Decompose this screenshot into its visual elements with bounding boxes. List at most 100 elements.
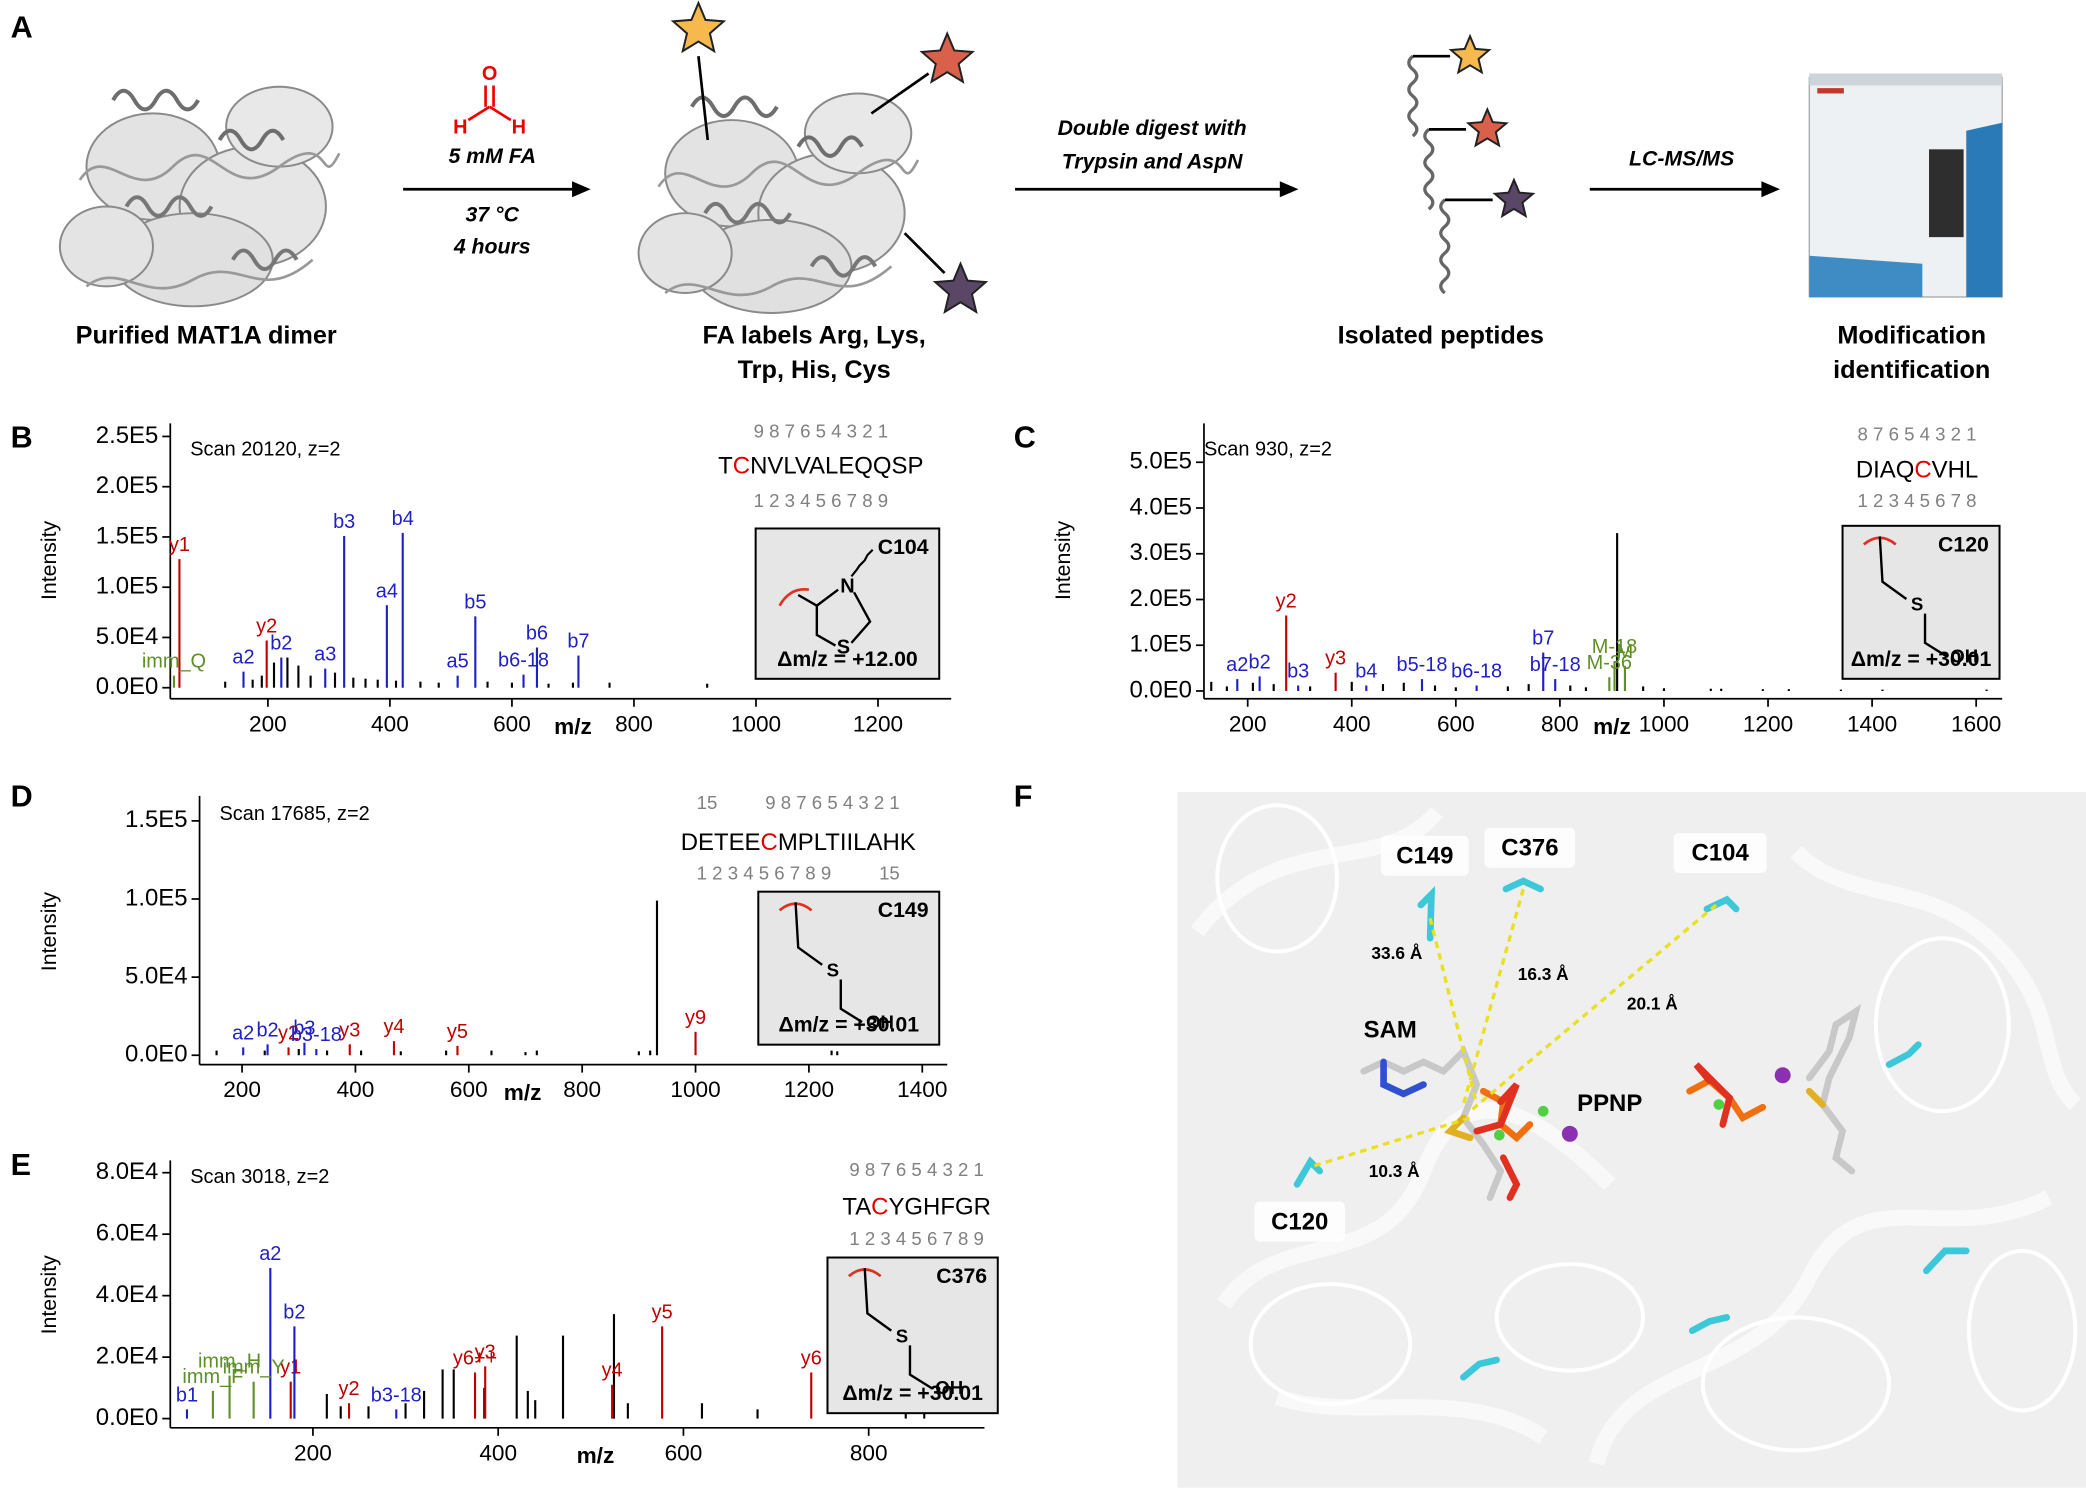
atom: H [453, 116, 467, 138]
cys-stick [1688, 1314, 1731, 1335]
x-axis-title: m/z [504, 1080, 542, 1105]
x-axis-title: m/z [577, 1443, 615, 1468]
mass-shift: Δm/z = +12.00 [777, 647, 918, 671]
panel-f: C149 C376 C104 C120 SAM PPNP 33.6 Å 16.3… [1177, 791, 2086, 1488]
inset-box [757, 890, 941, 1046]
sequence-part: T [718, 453, 733, 480]
ion [1774, 1067, 1791, 1084]
sequence-part: C [871, 1194, 888, 1221]
label-box [1673, 833, 1767, 874]
arrow-label: 37 °C [466, 202, 520, 226]
number-group: 1 2 3 4 5 6 7 8 9 [697, 862, 832, 883]
instrument-base [1809, 255, 1923, 297]
site-label: C120 [1938, 532, 1989, 556]
x-tick-label: 600 [665, 1440, 703, 1465]
x-tick-label: 400 [479, 1440, 517, 1465]
step-caption: identification [1833, 356, 1990, 384]
peak-label: a2 [232, 647, 254, 669]
x-tick-label: 1400 [1847, 711, 1897, 736]
peak-label: imm_Y [223, 1357, 285, 1379]
cartoon-strand [1790, 845, 2082, 1111]
peak-label: a5 [447, 651, 469, 673]
sam-stick [1443, 1114, 1474, 1142]
cartoon-strand [1588, 1190, 2053, 1466]
x-tick-label: 1200 [1743, 711, 1793, 736]
sequence-part: MPLTIILAHK [778, 829, 916, 856]
sequence-part: YGHFGR [888, 1194, 990, 1221]
peak-label: b6 [526, 622, 548, 644]
label-box [1380, 835, 1469, 876]
helix [1215, 803, 1340, 954]
arrow-label: 5 mM FA [449, 144, 536, 168]
peak-label: b3-18 [291, 1024, 342, 1046]
site-label: C104 [878, 535, 929, 559]
helices [1215, 803, 2078, 1453]
peak-label: a2 [232, 1022, 254, 1044]
y-tick-label: 0.0E0 [96, 1404, 159, 1431]
wavy-bond [850, 549, 874, 578]
bond [794, 902, 823, 966]
peak-label: y2 [339, 1378, 360, 1400]
peptide-sequence: TCNVLVALEQQSP [718, 453, 923, 480]
peak-label: y1 [169, 534, 190, 556]
peak-label: imm_Q [142, 651, 206, 673]
sequence-part: VHL [1932, 457, 1979, 484]
cys-stick [1293, 1156, 1324, 1188]
cartoon [1190, 806, 2082, 1466]
x-tick-label: 1000 [670, 1077, 720, 1102]
sequence-part: TA [842, 1194, 871, 1221]
peak-label: b2 [270, 633, 292, 655]
x-tick-label: 1400 [897, 1077, 947, 1102]
peak-label: y9 [685, 1007, 706, 1029]
bond [839, 979, 863, 1024]
y-tick-label: 5.0E4 [96, 623, 159, 650]
helix [1966, 1248, 2078, 1413]
atom: OH [935, 1377, 963, 1398]
helix [1873, 936, 2011, 1114]
peak-label: a2 [259, 1243, 281, 1265]
cys-stick [1923, 1247, 1970, 1275]
cysteines [1293, 877, 1970, 1381]
y-tick-label: 1.0E5 [125, 884, 188, 911]
bond [488, 105, 512, 122]
x-tick-label: 600 [493, 711, 531, 736]
mass-shift: Δm/z = +30.01 [778, 1013, 919, 1037]
x-tick-label: 1600 [1951, 711, 2001, 736]
sequence-numbers: 9 8 7 6 5 4 3 2 1 [754, 421, 889, 442]
peptide [1407, 54, 1419, 138]
sequence-part: NVLVALEQQSP [750, 453, 923, 480]
sam-stick [1805, 1087, 1826, 1108]
peak-label: a4 [376, 580, 398, 602]
label-link [903, 232, 946, 274]
bond [815, 605, 837, 647]
instrument [1808, 73, 2003, 298]
atom: O [482, 63, 498, 85]
peptide-sequence: DIAQCVHL [1856, 457, 1978, 484]
label-link [870, 72, 930, 115]
number-group: 1 2 3 4 5 6 7 8 9 [754, 490, 889, 511]
star [932, 261, 989, 315]
peak-label: b2 [256, 1019, 278, 1041]
y-axis-title: Intensity [37, 520, 61, 600]
sequence-numbers: 1 2 3 4 5 6 7 8 9 [849, 1228, 984, 1249]
y-tick-label: 1.5E5 [125, 806, 188, 833]
atom: N [840, 575, 854, 597]
peptide-sequence: TACYGHFGR [842, 1194, 991, 1221]
peak-label: b7 [1532, 628, 1554, 650]
arrow-head [1279, 181, 1299, 198]
sequence-numbers: 15 9 8 7 6 5 4 3 2 1 [697, 792, 900, 813]
ppnp-stick [1693, 1062, 1734, 1128]
y-tick-label: 0.0E0 [1129, 676, 1192, 703]
peak-label: M-18 [1592, 636, 1637, 658]
scan-label: Scan 930, z=2 [1204, 438, 1332, 460]
bond [467, 105, 491, 122]
peak-label: b3 [1287, 660, 1309, 682]
x-tick-label: 1000 [731, 711, 781, 736]
peak-label: y1 [280, 1357, 301, 1379]
peak-label: b1 [176, 1384, 198, 1406]
helix [1700, 1315, 1892, 1453]
peak-label: b6-18 [1451, 660, 1502, 682]
helix [1494, 1262, 1645, 1373]
peak-label: b6-18 [498, 650, 549, 672]
